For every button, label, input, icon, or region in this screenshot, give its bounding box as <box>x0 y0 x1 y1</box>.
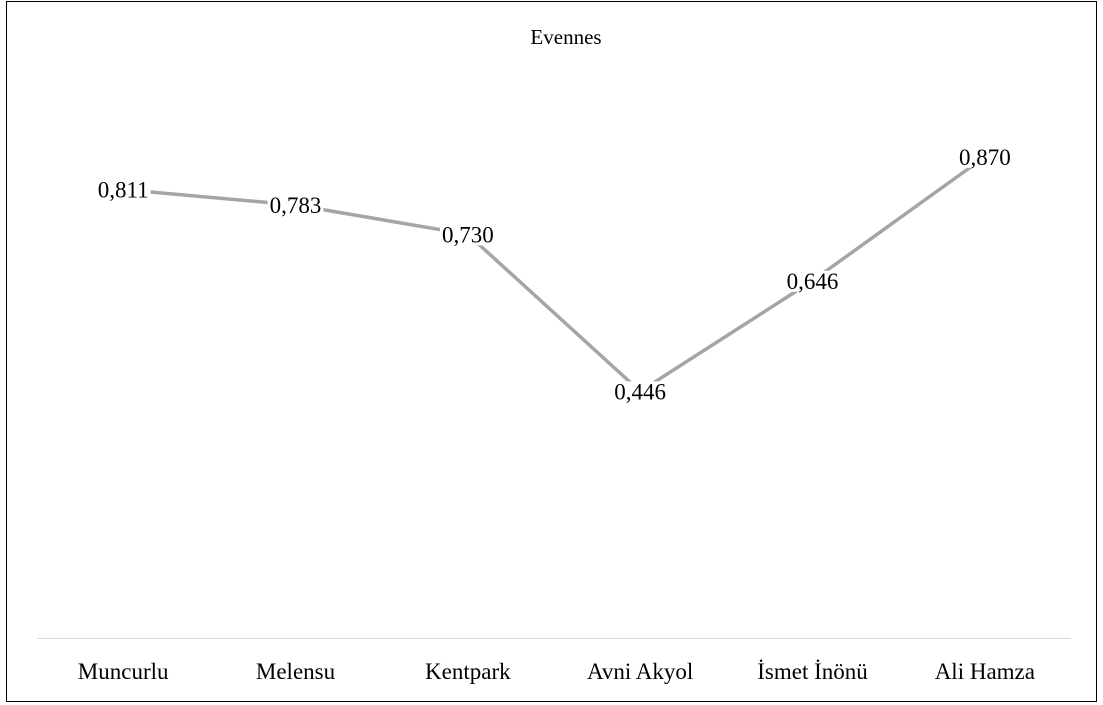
data-label-group: 0,446 <box>612 379 669 404</box>
data-label: 0,446 <box>614 379 666 404</box>
chart-title: Evennes <box>530 25 601 49</box>
x-tick-label: İsmet İnönü <box>757 659 868 684</box>
series-line-segment <box>810 155 987 283</box>
data-label-background <box>784 270 841 292</box>
data-label-group: 0,870 <box>956 145 1013 170</box>
x-tick-label: Melensu <box>256 659 336 684</box>
x-tick-label: Kentpark <box>425 659 511 684</box>
data-label-background <box>612 381 669 403</box>
x-tick-label: Ali Hamza <box>935 659 1035 684</box>
data-label: 0,870 <box>959 145 1011 170</box>
series-layer <box>121 155 987 394</box>
x-tick-layer: Muncurlu Melensu Kentpark Avni Akyol İsmet İ… <box>78 659 1035 684</box>
data-label: 0,646 <box>787 269 839 294</box>
data-label-background <box>956 146 1013 168</box>
data-label-layer: 0,811 0,783 0,730 0,446 0,646 0,870 <box>95 145 1013 404</box>
data-label-group: 0,811 <box>95 178 151 203</box>
data-label-background <box>267 195 324 217</box>
data-label-group: 0,730 <box>439 222 496 247</box>
series-line-segment <box>293 203 470 237</box>
chart-frame <box>6 1 1097 702</box>
data-label: 0,730 <box>442 222 494 247</box>
data-label: 0,811 <box>98 178 149 203</box>
x-tick-label: Muncurlu <box>78 659 169 684</box>
data-label-background <box>95 179 151 201</box>
data-label-background <box>439 224 496 246</box>
series-line-segment <box>466 232 642 394</box>
x-tick-label: Avni Akyol <box>587 659 693 684</box>
data-label-group: 0,783 <box>267 193 324 218</box>
data-label: 0,783 <box>270 193 322 218</box>
series-line-segment <box>638 279 815 394</box>
series-line-segment <box>121 187 298 207</box>
data-label-group: 0,646 <box>784 269 841 294</box>
